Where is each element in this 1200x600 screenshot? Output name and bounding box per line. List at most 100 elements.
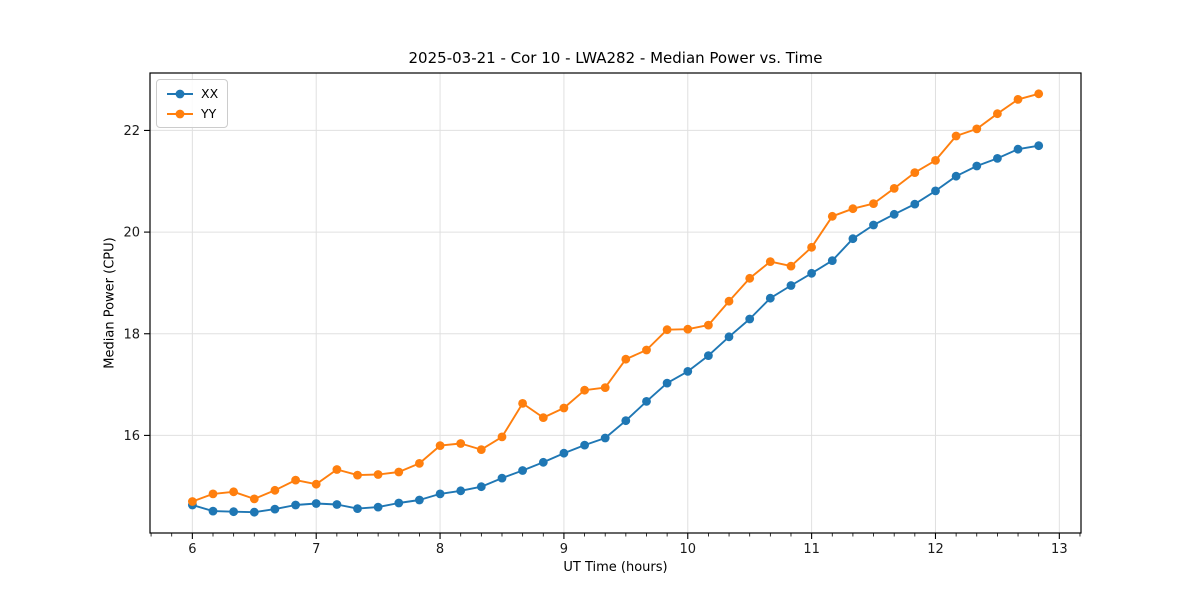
data-point [518,466,527,475]
data-point [270,504,280,514]
legend-label-xx: XX [201,86,219,101]
data-point [353,470,362,480]
data-point [353,504,362,513]
data-point [972,161,982,171]
data-point [208,506,218,516]
data-point [291,500,300,510]
data-point [807,242,816,252]
legend-swatch-line-marker-icon [167,89,193,98]
x-axis-label: UT Time (hours) [563,560,668,575]
data-point [1013,95,1023,104]
data-point [786,261,796,271]
data-point [662,325,672,335]
axis-ticks: 6 7 8 9 10 11 12 13 16 18 20 22 [123,124,1081,557]
data-point [332,465,342,474]
legend-label-yy: YY [201,106,217,121]
data-point [951,171,961,181]
legend-item-xx: XX [166,85,218,102]
data-point [889,184,899,193]
data-point [291,475,300,485]
y-axis-label: Median Power (CPU) [102,237,118,369]
data-point [745,273,755,283]
data-point [476,445,486,454]
data-point [538,457,548,467]
x-tick-label: 10 [679,542,696,557]
data-point [765,293,775,303]
data-point [910,168,920,178]
gridlines [150,73,1081,533]
y-tick-label: 20 [123,226,140,241]
y-tick-label: 16 [123,429,140,444]
data-point [993,154,1002,163]
data-point [1013,144,1023,154]
data-point [249,494,259,504]
data-point [229,507,239,517]
data-point [621,416,631,426]
data-point [931,186,940,196]
chart-title: 2025-03-21 - Cor 10 - LWA282 - Median Po… [408,49,823,67]
data-point [1034,141,1044,151]
series-line [192,92,1039,503]
data-point [580,385,589,395]
series-yy [188,89,1044,506]
data-point [786,281,796,290]
data-point [621,354,631,364]
data-point [889,209,899,219]
data-point [456,439,466,448]
data-point [456,486,466,496]
x-tick-label: 11 [803,542,820,557]
data-point [580,440,589,450]
data-point [559,403,569,413]
data-point [683,367,693,376]
data-point [415,459,424,468]
data-point [642,397,651,406]
data-point [208,489,218,499]
x-tick-label: 6 [188,542,196,557]
data-point [642,345,651,355]
data-point [435,489,445,499]
legend-item-yy: YY [166,105,218,122]
data-point [951,131,961,141]
data-point [910,199,920,209]
axes-spines [149,72,1082,534]
x-tick-label: 12 [927,542,944,557]
data-point [869,220,878,230]
data-point [373,502,383,512]
legend-swatch-line-marker-icon [167,109,193,118]
data-point [745,314,755,324]
x-tick-label: 7 [312,542,320,557]
data-point [538,413,548,422]
data-point [848,204,858,214]
data-point [869,199,878,209]
data-point [600,383,610,392]
data-point [415,495,424,505]
series-line [192,144,1039,514]
y-tick-label: 18 [123,327,140,342]
data-point [931,156,940,165]
data-point [476,482,486,492]
data-point [704,351,713,360]
data-point [311,499,321,508]
data-point [993,109,1002,119]
data-point [704,320,713,330]
data-point [497,432,507,442]
data-point [497,473,507,483]
data-point [600,433,610,443]
legend: XX YY [156,79,229,128]
x-tick-label: 8 [436,542,444,557]
data-point [807,268,816,278]
x-tick-label: 9 [560,542,568,557]
data-point [518,399,527,408]
data-point [765,257,775,266]
data-point [435,441,445,450]
data-point [1034,89,1044,99]
data-point [827,256,837,265]
data-point [188,497,197,506]
data-point [848,234,858,244]
data-point [332,500,342,509]
data-point [559,448,569,458]
data-point [229,487,239,497]
data-point [249,507,259,517]
